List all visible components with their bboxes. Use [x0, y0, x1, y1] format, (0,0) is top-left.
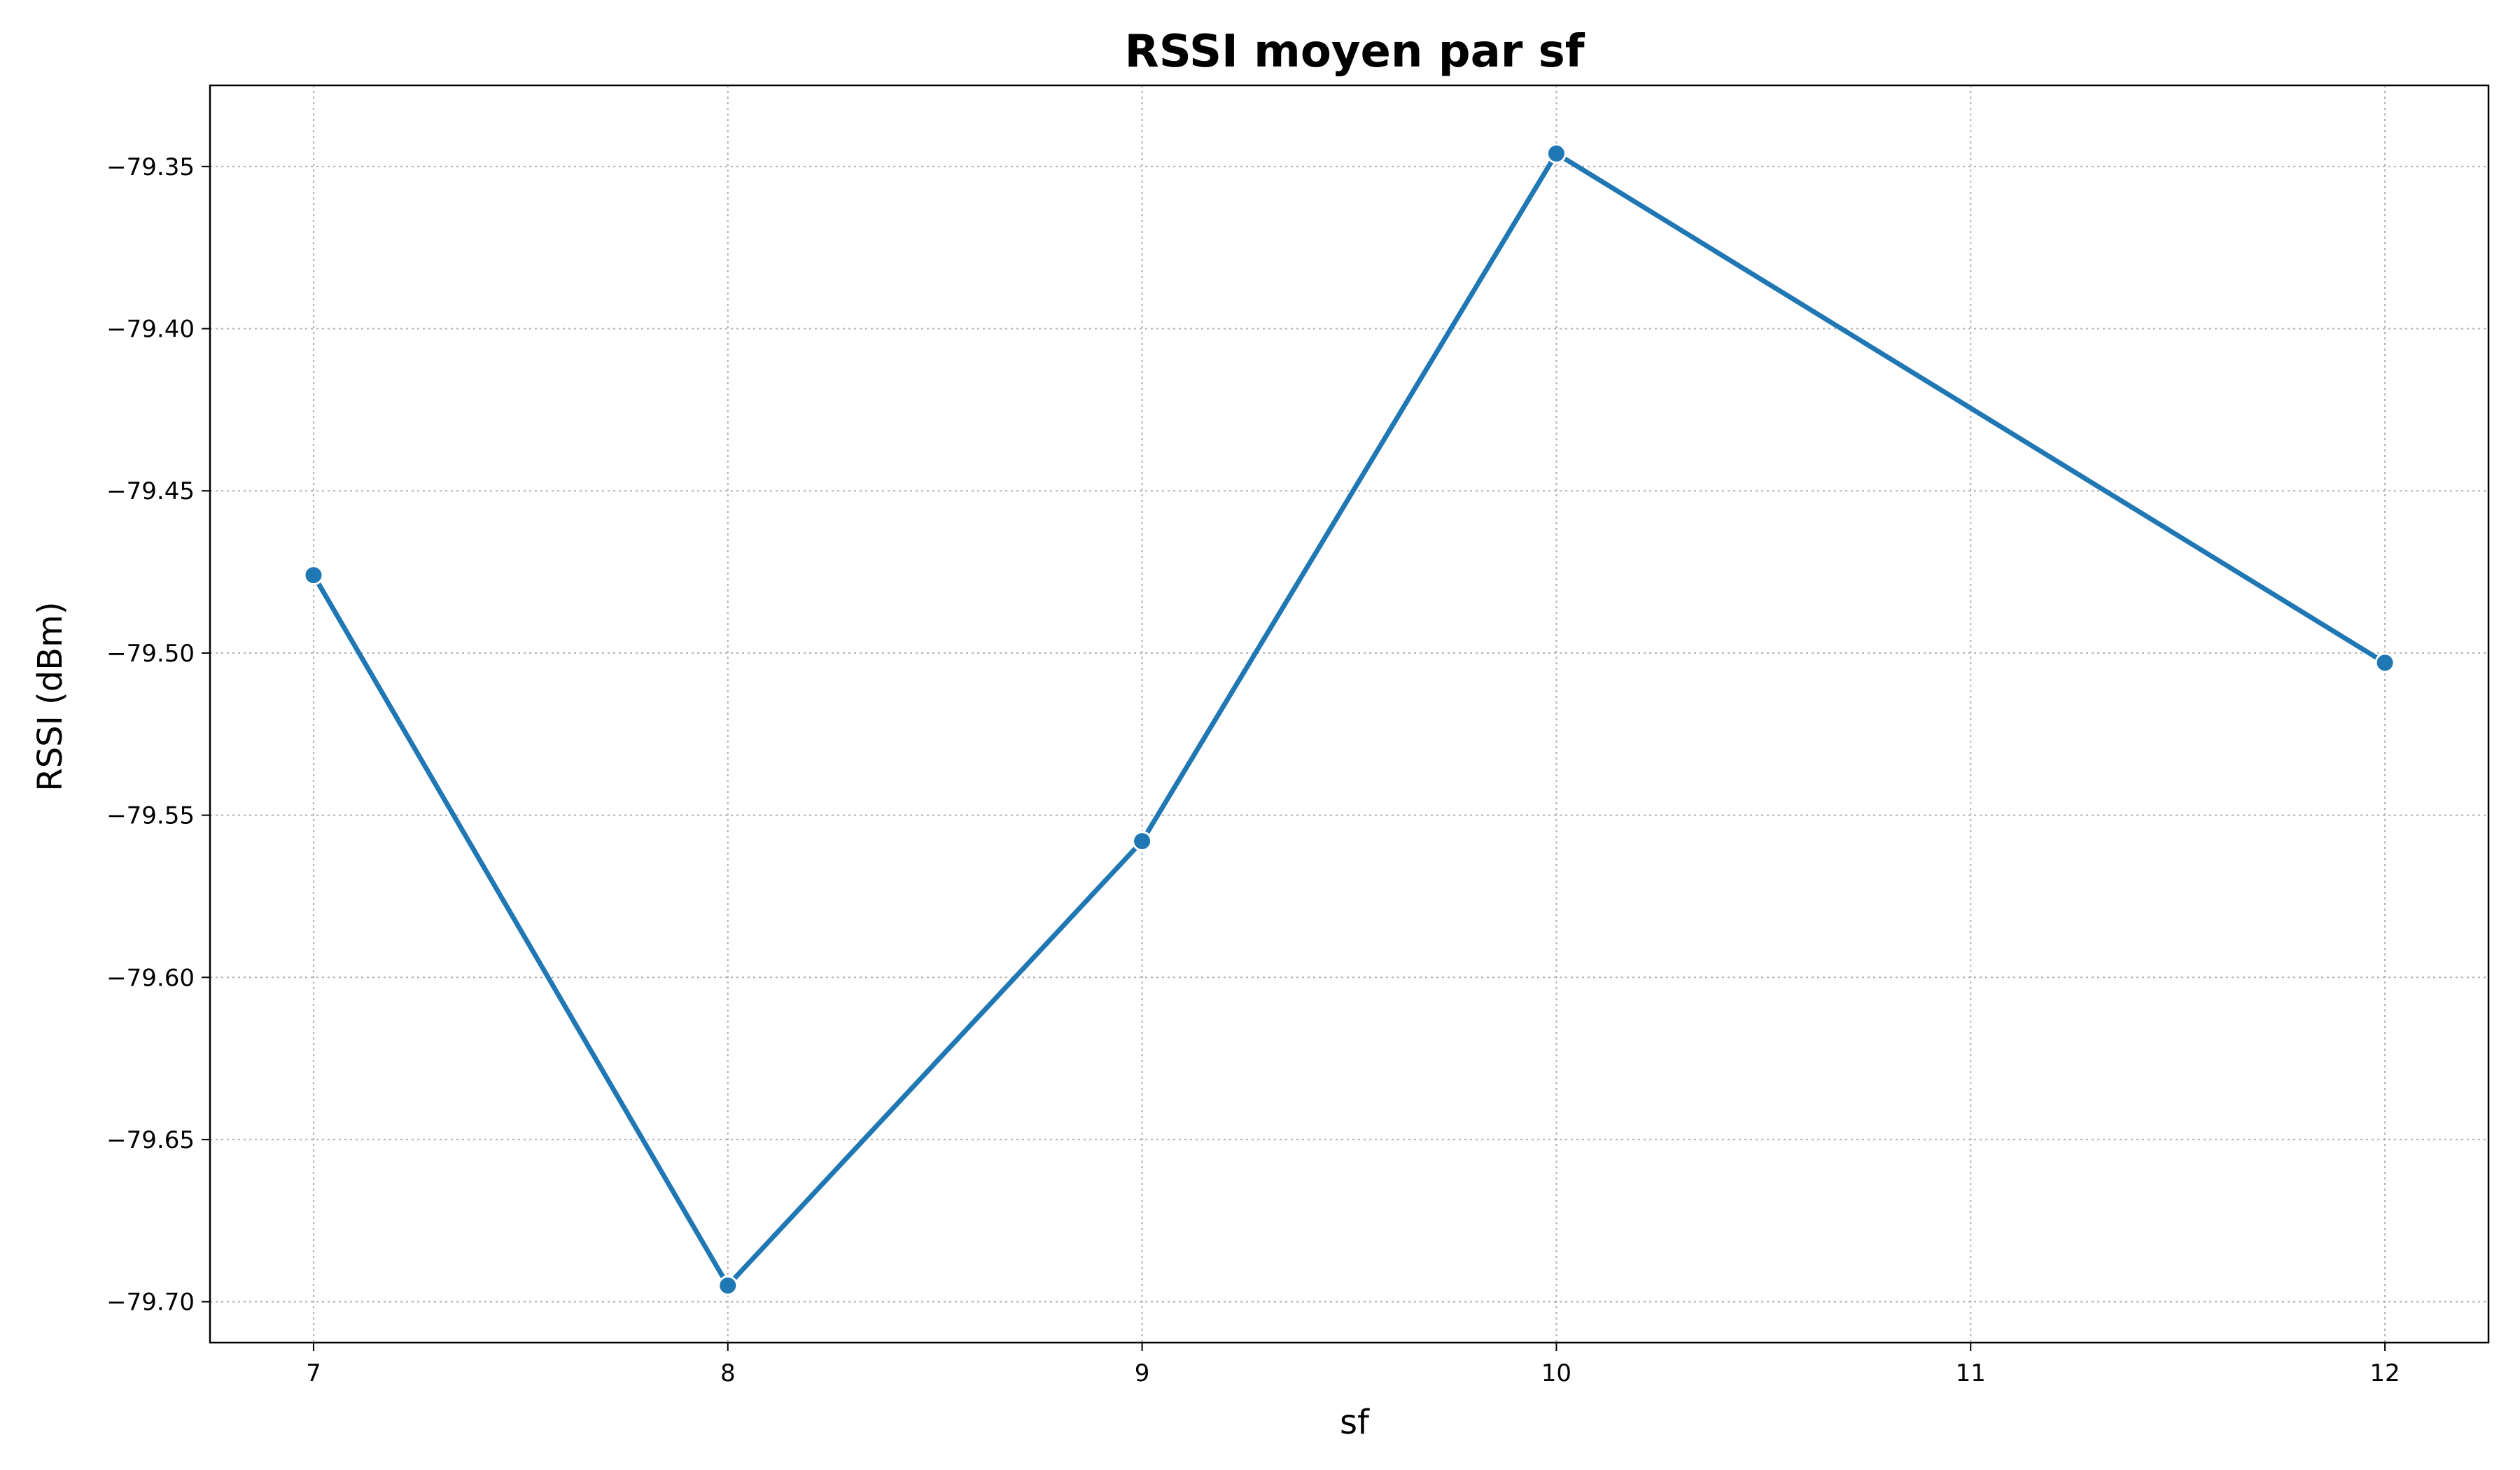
- data-point: [303, 565, 324, 586]
- x-axis: 7 8 9 10 11 12: [306, 1343, 2400, 1387]
- y-tick-label: −79.65: [106, 1126, 195, 1154]
- y-tick-label: −79.45: [106, 477, 195, 505]
- series-layer: [303, 143, 2395, 1296]
- y-tick-label: −79.50: [106, 640, 195, 668]
- y-axis: −79.35 −79.40 −79.45 −79.50 −79.55 −79.60 −79.…: [106, 153, 210, 1317]
- y-tick-label: −79.40: [106, 316, 195, 344]
- y-tick-label: −79.55: [106, 802, 195, 830]
- x-tick-label: 10: [1541, 1359, 1572, 1387]
- x-tick-label: 11: [1956, 1359, 1986, 1387]
- grid: [210, 85, 2488, 1343]
- data-point: [718, 1275, 738, 1296]
- x-tick-label: 12: [2370, 1359, 2400, 1387]
- data-point: [2374, 652, 2395, 673]
- series-line: [311, 150, 2388, 1288]
- data-point: [1132, 831, 1153, 852]
- x-tick-label: 7: [306, 1359, 321, 1387]
- x-tick-label: 9: [1135, 1359, 1150, 1387]
- y-axis-label: RSSI (dBm): [31, 601, 70, 791]
- y-tick-label: −79.35: [106, 153, 195, 181]
- y-tick-label: −79.70: [106, 1289, 195, 1317]
- chart-title: RSSI moyen par sf: [1124, 26, 1585, 78]
- plot-frame: [209, 84, 2490, 1344]
- x-tick-label: 8: [720, 1359, 736, 1387]
- y-tick-label: −79.60: [106, 964, 195, 992]
- x-axis-label: sf: [1340, 1403, 1370, 1442]
- data-point: [1546, 143, 1567, 164]
